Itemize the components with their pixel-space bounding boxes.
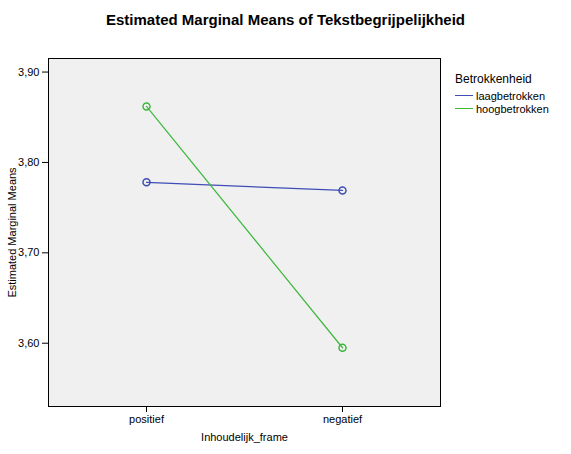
html-text:Estimated Marginal Means of Te: Estimated Marginal Means of Tekstbegrijp… <box>106 11 465 28</box>
svg-text:negatief: negatief <box>323 413 363 425</box>
svg-text:Estimated Marginal Means: Estimated Marginal Means <box>6 167 18 298</box>
svg-text:positief: positief <box>129 413 165 425</box>
html-text:hoogbetrokken: hoogbetrokken <box>476 102 549 115</box>
svg-text:3,70: 3,70 <box>18 246 39 258</box>
html-text:laagbetrokken: laagbetrokken <box>476 89 546 102</box>
svg-text:3,90: 3,90 <box>18 66 39 78</box>
html-text:Betrokkenheid: Betrokkenheid <box>455 72 532 86</box>
svg-text:Inhoudelijk_frame: Inhoudelijk_frame <box>201 431 288 443</box>
svg-text:3,60: 3,60 <box>18 337 39 349</box>
svg-text:3,80: 3,80 <box>18 156 39 168</box>
